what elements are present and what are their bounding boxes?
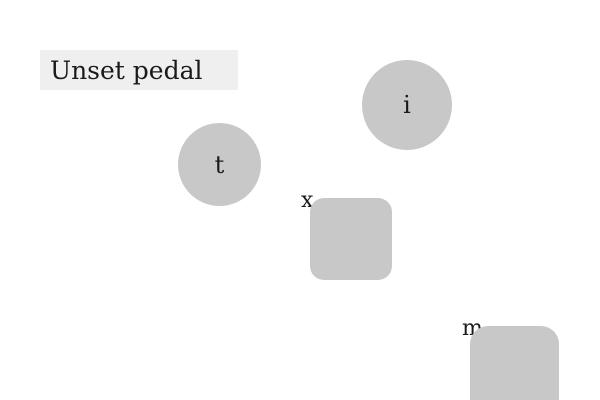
unset-pedal-button-label: Unset pedal xyxy=(50,55,203,85)
circle-i[interactable]: i xyxy=(362,60,452,150)
unset-pedal-button[interactable]: Unset pedal xyxy=(40,50,238,90)
circle-t[interactable]: t xyxy=(178,123,261,206)
square-m[interactable] xyxy=(470,326,559,400)
circle-t-label: t xyxy=(214,150,225,179)
square-x[interactable] xyxy=(310,198,392,280)
circle-i-label: i xyxy=(403,91,411,119)
